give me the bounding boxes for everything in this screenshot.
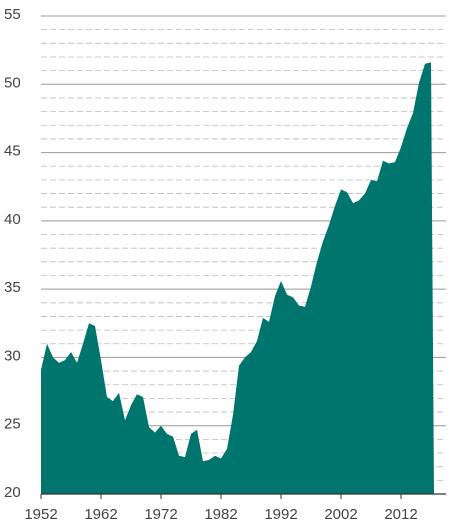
x-tick-label: 1962 — [84, 506, 117, 523]
y-tick-label: 35 — [4, 279, 21, 296]
y-tick-label: 30 — [4, 347, 21, 364]
x-tick-label: 1982 — [204, 506, 237, 523]
x-tick-label: 2002 — [324, 506, 357, 523]
y-tick-label: 20 — [4, 484, 21, 501]
x-tick-label: 1972 — [144, 506, 177, 523]
x-tick-label: 1992 — [264, 506, 297, 523]
y-tick-label: 50 — [4, 74, 21, 91]
y-tick-label: 55 — [4, 6, 21, 23]
y-tick-label: 40 — [4, 211, 21, 228]
x-tick-label: 1952 — [24, 506, 57, 523]
x-tick-label: 2012 — [384, 506, 417, 523]
y-tick-label: 45 — [4, 143, 21, 160]
area — [41, 62, 434, 494]
y-tick-label: 25 — [4, 416, 21, 433]
